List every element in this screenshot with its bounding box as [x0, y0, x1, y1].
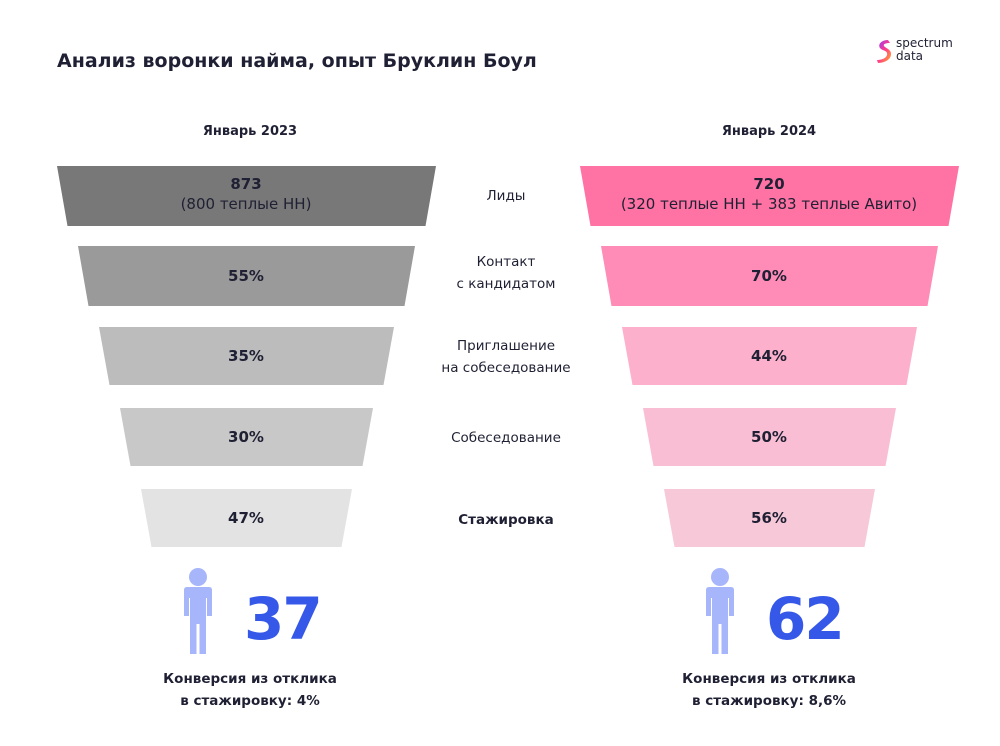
person-icon — [706, 568, 734, 654]
conversion-caption-2024: Конверсия из отклика в стажировку: 8,6% — [682, 671, 856, 709]
funnel-value-label: 47% — [228, 509, 264, 527]
spectrum-data-logo: spectrum data — [874, 37, 974, 67]
funnel-value-label: 720 (320 теплые НН + 383 теплые Авито) — [569, 174, 969, 214]
funnel-value-subtext: (320 теплые НН + 383 теплые Авито) — [620, 195, 918, 213]
left-column-heading: Январь 2023 — [202, 124, 298, 139]
result-count-2023: 37 — [244, 585, 323, 653]
funnel-value-label: 44% — [751, 347, 787, 365]
funnel-value-label: 873 (800 теплые НН) — [46, 174, 446, 214]
funnel-segment — [601, 246, 938, 306]
funnel-segment — [580, 166, 959, 226]
funnel-stage-label: Лиды — [486, 188, 526, 204]
funnel-value-label: 55% — [228, 267, 264, 285]
logo-text-line2: data — [896, 49, 924, 63]
funnel-value-subtext: (800 теплые НН) — [180, 195, 312, 213]
page-title: Анализ воронки найма, опыт Бруклин Боул — [57, 50, 537, 72]
funnel-segment — [643, 408, 896, 466]
funnel-segment — [120, 408, 373, 466]
funnel-stage-label: Собеседование — [451, 430, 561, 446]
funnel-value-text: 873 — [230, 175, 262, 193]
person-icon — [184, 568, 212, 654]
funnel-segment — [664, 489, 875, 547]
funnel-value-label: 30% — [228, 428, 264, 446]
funnel-stage-label: Контакт с кандидатом — [456, 254, 556, 292]
funnel-value-label: 50% — [751, 428, 787, 446]
right-column-heading: Январь 2024 — [721, 124, 817, 139]
funnel-value-label: 56% — [751, 509, 787, 527]
funnel-stage-label: Стажировка — [458, 512, 554, 528]
funnel-stage-label: Приглашение на собеседование — [441, 338, 571, 376]
funnel-segment — [57, 166, 436, 226]
funnel-segment — [99, 327, 394, 385]
spectrum-logo-icon — [877, 40, 891, 63]
funnel-segment — [141, 489, 352, 547]
funnel-value-label: 70% — [751, 267, 787, 285]
result-count-2024: 62 — [766, 585, 845, 653]
funnel-value-text: 720 — [753, 175, 785, 193]
conversion-caption-2023: Конверсия из отклика в стажировку: 4% — [163, 671, 337, 709]
funnel-segment — [78, 246, 415, 306]
funnel-segment — [622, 327, 917, 385]
logo-text-line1: spectrum — [896, 36, 953, 50]
funnel-value-label: 35% — [228, 347, 264, 365]
